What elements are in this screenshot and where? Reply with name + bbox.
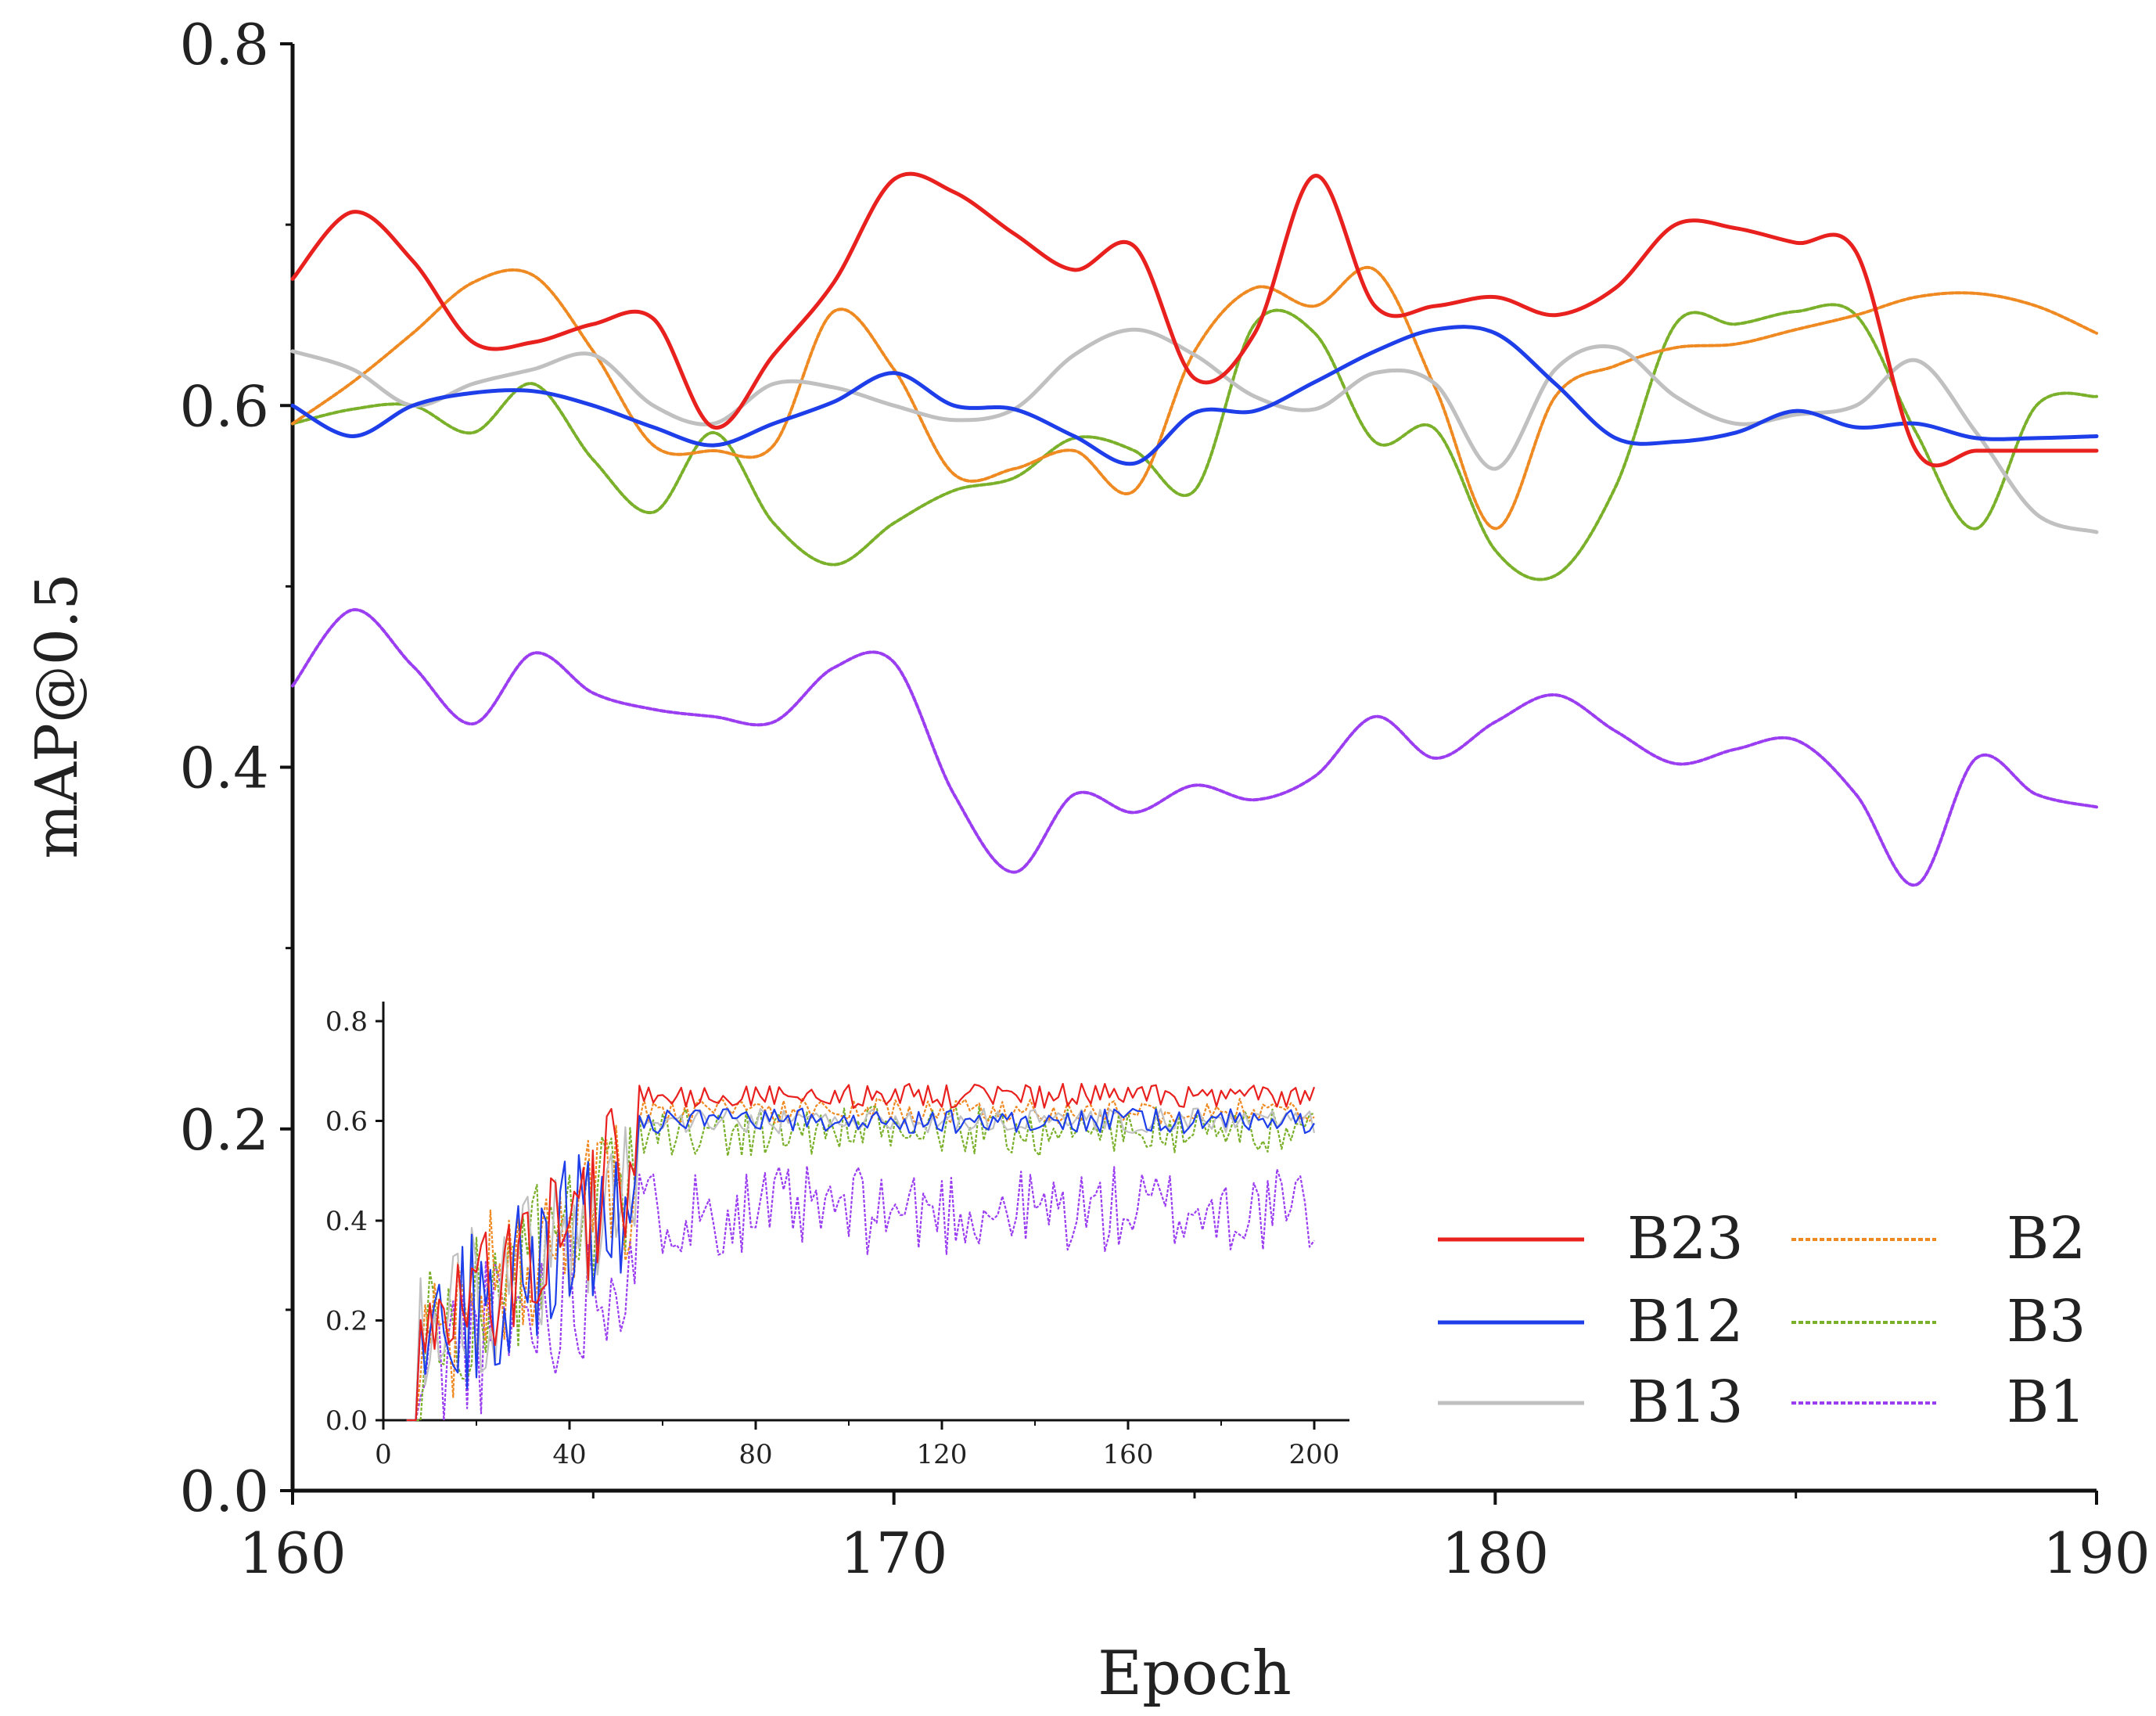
y-axis-title: mAP@0.5 — [23, 573, 91, 858]
x-axis-title: Epoch — [1098, 1639, 1292, 1709]
inset-series-line-b12 — [406, 1107, 1315, 1422]
inset-chart: 0.0 0.2 0.4 0.6 0.8 0 40 80 120 160 200 — [299, 986, 1355, 1487]
main-x-tick-label: 180 — [1442, 1520, 1549, 1586]
main-y-ticks: 0.0 0.2 0.4 0.6 0.8 — [179, 12, 293, 1524]
inset-y-tick-label: 0.8 — [325, 1006, 368, 1038]
main-y-tick-label: 0.6 — [179, 373, 269, 439]
inset-y-tick-label: 0.6 — [325, 1106, 368, 1138]
main-y-tick-label: 0.0 — [179, 1459, 269, 1524]
main-series-group — [290, 171, 2099, 887]
main-x-tick-label: 160 — [239, 1520, 346, 1586]
legend: B23 B12 B13 B2 B3 B1 — [1438, 1205, 2086, 1436]
inset-x-tick-label: 200 — [1289, 1439, 1340, 1470]
main-x-tick-label: 190 — [2043, 1520, 2150, 1586]
inset-series-line-b23 — [406, 1082, 1316, 1422]
series-line-b3 — [291, 303, 2098, 581]
inset-x-tick-label: 0 — [375, 1439, 392, 1470]
inset-y-tick-label: 0.0 — [325, 1405, 368, 1437]
main-y-tick-label: 0.2 — [179, 1097, 269, 1163]
series-line-b1 — [291, 608, 2098, 887]
series-line-b12 — [290, 325, 2099, 466]
inset-y-tick-label: 0.4 — [325, 1206, 368, 1237]
legend-label-b3: B3 — [2007, 1288, 2086, 1355]
main-y-tick-label: 0.8 — [179, 12, 269, 77]
inset-background — [299, 986, 1355, 1487]
legend-label-b13: B13 — [1627, 1369, 1744, 1436]
inset-x-tick-label: 160 — [1103, 1439, 1154, 1470]
inset-x-tick-label: 120 — [917, 1439, 968, 1470]
series-line-b2 — [291, 266, 2098, 531]
inset-x-tick-label: 80 — [738, 1439, 772, 1470]
inset-series-line-b3 — [406, 1105, 1315, 1422]
legend-label-b1: B1 — [2007, 1369, 2086, 1436]
series-line-b23 — [290, 171, 2099, 468]
main-x-tick-label: 170 — [840, 1520, 947, 1586]
inset-x-ticks: 0 40 80 120 160 200 — [375, 1420, 1339, 1470]
inset-y-ticks: 0.0 0.2 0.4 0.6 0.8 — [325, 1006, 383, 1437]
inset-x-tick-label: 40 — [552, 1439, 586, 1470]
main-y-tick-label: 0.4 — [179, 736, 269, 801]
main-x-ticks: 160 170 180 190 — [239, 1491, 2151, 1586]
series-line-b13 — [290, 327, 2099, 534]
inset-series-line-b1 — [406, 1165, 1315, 1422]
inset-y-tick-label: 0.2 — [325, 1306, 368, 1337]
legend-label-b2: B2 — [2007, 1205, 2086, 1272]
main-axes: 0.0 0.2 0.4 0.6 0.8 160 170 180 190 — [179, 12, 2150, 1586]
inset-series-group — [406, 1082, 1316, 1422]
legend-label-b23: B23 — [1627, 1205, 1744, 1272]
legend-label-b12: B12 — [1627, 1288, 1744, 1355]
